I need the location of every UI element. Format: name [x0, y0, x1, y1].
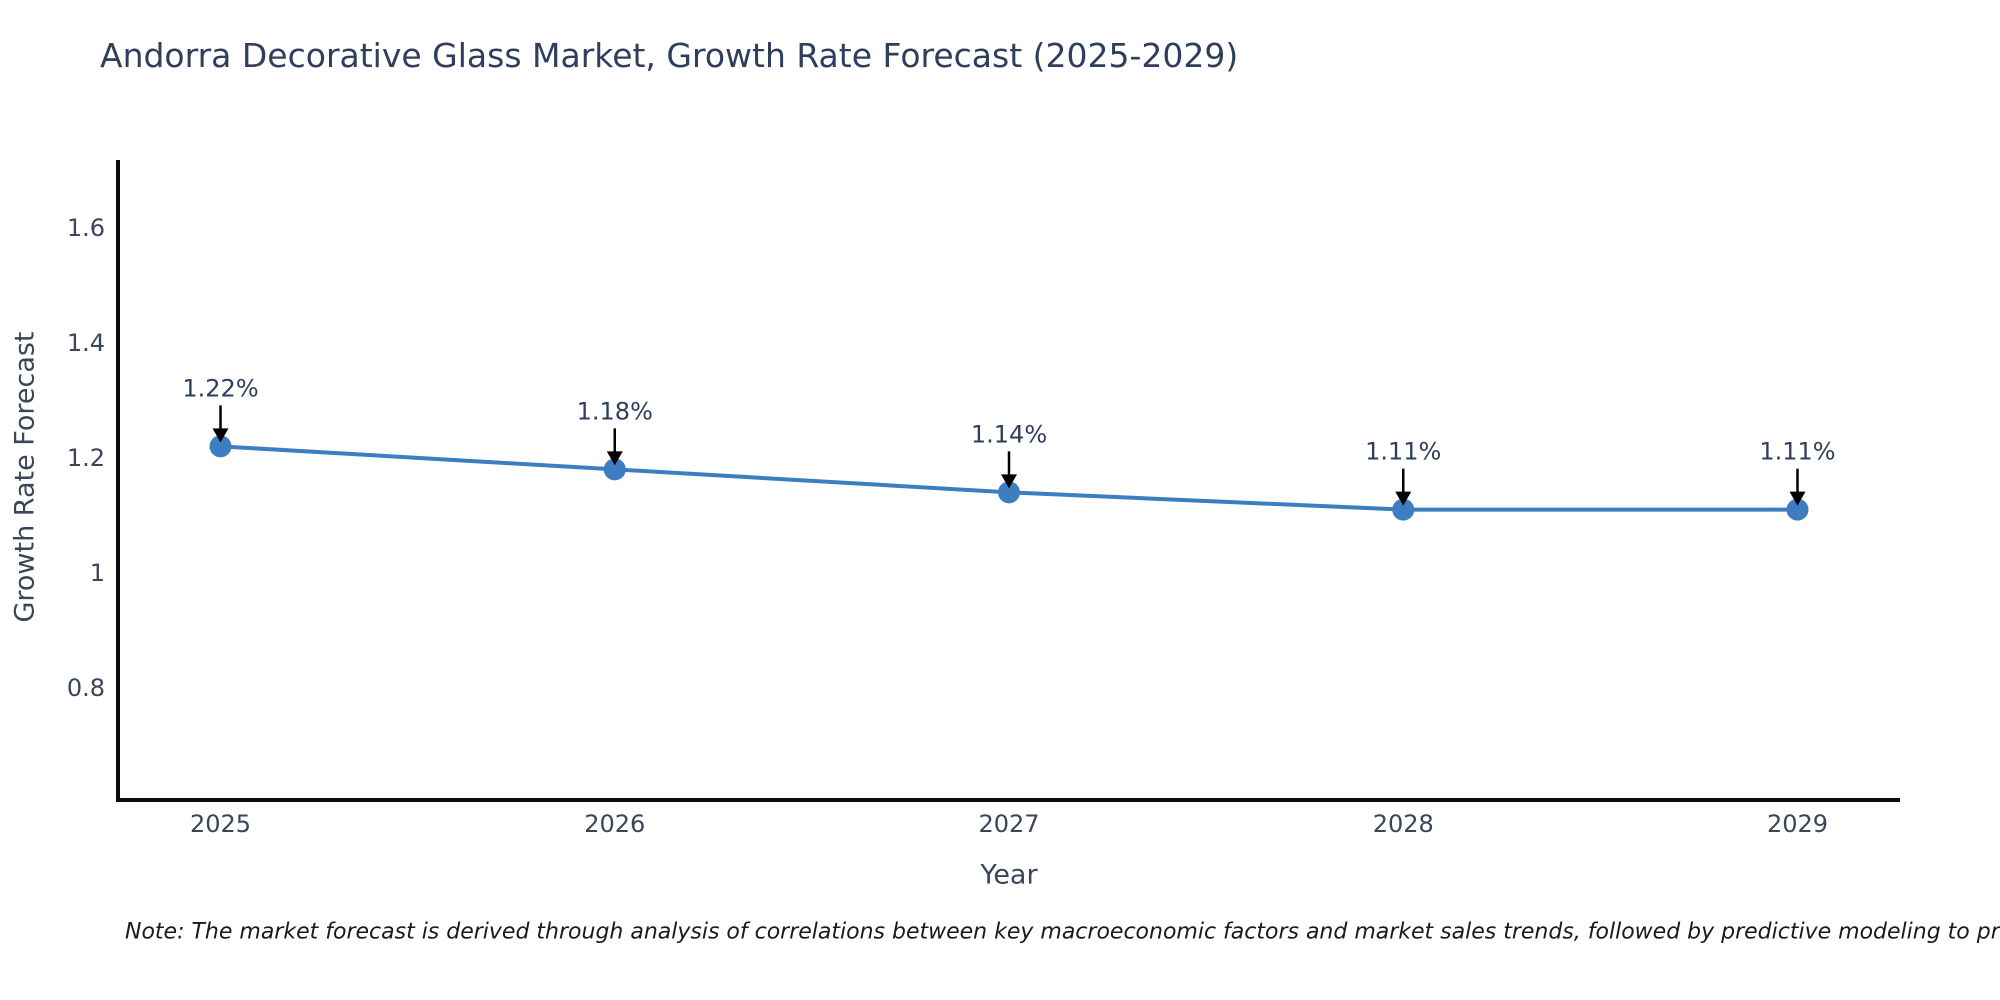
x-tick-label: 2028 [1373, 810, 1434, 838]
y-tick-label: 1.4 [67, 329, 105, 357]
x-tick-label: 2025 [190, 810, 251, 838]
annotation-label: 1.11% [1759, 438, 1835, 466]
annotation-label: 1.11% [1365, 438, 1441, 466]
annotation-label: 1.22% [182, 374, 258, 402]
x-tick-label: 2026 [584, 810, 645, 838]
annotation-arrowhead [606, 451, 623, 466]
x-axis-title: Year [980, 859, 1038, 891]
data-point-marker [209, 435, 232, 458]
data-point-marker [1786, 498, 1809, 521]
annotation-arrowhead [1001, 474, 1017, 489]
annotation-arrowhead [1789, 491, 1806, 506]
y-tick-label: 1.6 [67, 214, 105, 242]
x-tick-label: 2029 [1767, 810, 1828, 838]
data-point-marker [603, 458, 626, 481]
y-tick-label: 0.8 [67, 674, 105, 702]
y-tick-label: 1.2 [67, 444, 105, 472]
annotation-arrowhead [212, 428, 229, 443]
annotation-label: 1.18% [577, 397, 653, 425]
annotation-label: 1.14% [971, 420, 1047, 448]
annotation-arrowhead [1395, 491, 1412, 506]
x-tick-label: 2027 [978, 810, 1039, 838]
data-point-marker [998, 481, 1020, 504]
y-tick-label: 1 [90, 559, 105, 587]
chart-title: Andorra Decorative Glass Market, Growth … [100, 36, 1239, 75]
footnote: Note: The market forecast is derived thr… [125, 919, 2000, 945]
data-point-marker [1392, 498, 1415, 521]
